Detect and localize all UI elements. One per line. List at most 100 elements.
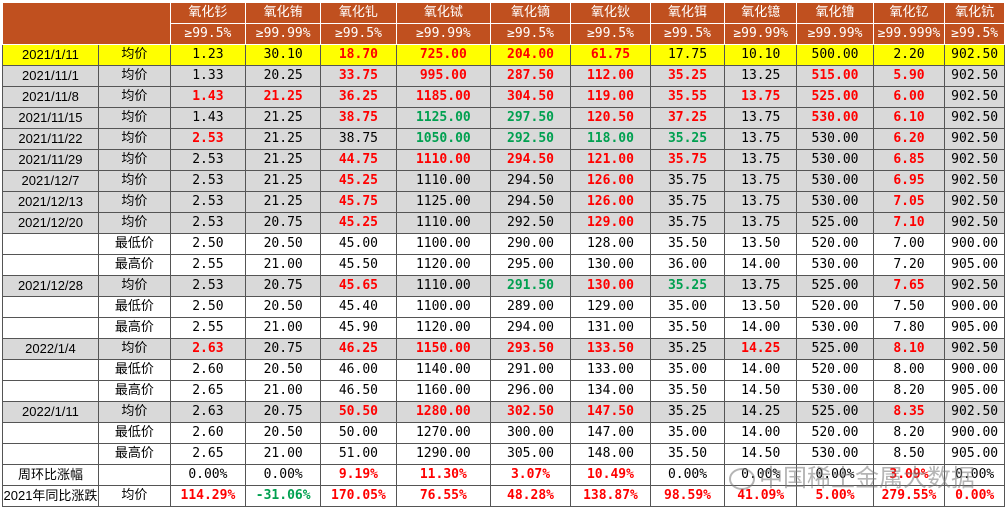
header-oxide-name: 氧化镝 bbox=[490, 2, 571, 24]
price-cell: 46.00 bbox=[320, 359, 397, 381]
price-cell: 525.00 bbox=[796, 212, 874, 234]
price-cell: 1280.00 bbox=[395, 401, 492, 423]
table-row: 最高价 2.55 21.00 45.50 1120.00 295.00 130.00 36.0… bbox=[2, 254, 1005, 276]
price-cell: 6.85 bbox=[872, 149, 946, 171]
header-oxide-name: 氧化钆 bbox=[320, 2, 397, 24]
row-label: 最高价 bbox=[97, 254, 171, 276]
price-cell: 131.00 bbox=[569, 317, 652, 339]
price-cell: 20.50 bbox=[245, 233, 322, 255]
table-row: 2021/12/13 均价 2.53 21.25 45.75 1125.00 294.50 1… bbox=[2, 191, 1005, 213]
price-cell: 279.55% bbox=[872, 485, 946, 507]
price-cell: 21.25 bbox=[245, 149, 322, 171]
row-label: 均价 bbox=[97, 212, 171, 234]
row-date: 2021/11/22 bbox=[2, 128, 99, 150]
price-cell: 10.10 bbox=[724, 44, 798, 66]
price-cell: 1.23 bbox=[169, 44, 247, 66]
price-cell: 902.50 bbox=[944, 86, 1005, 108]
price-cell: 2.53 bbox=[169, 149, 247, 171]
price-cell: 45.50 bbox=[320, 254, 397, 276]
price-cell: 121.00 bbox=[569, 149, 652, 171]
header-purity: ≥99.5% bbox=[650, 23, 726, 45]
price-cell: 20.75 bbox=[245, 275, 322, 297]
row-date: 周环比涨幅 bbox=[2, 464, 99, 486]
price-cell: 46.25 bbox=[320, 338, 397, 360]
price-cell: 289.00 bbox=[490, 296, 571, 318]
price-cell: 0.00% bbox=[944, 464, 1005, 486]
table-row: 2021/11/29 均价 2.53 21.25 44.75 1110.00 294.50 1… bbox=[2, 149, 1005, 171]
price-cell: 902.50 bbox=[944, 149, 1005, 171]
price-cell: 11.30% bbox=[395, 464, 492, 486]
price-cell: 2.60 bbox=[169, 359, 247, 381]
price-cell: 520.00 bbox=[796, 233, 874, 255]
price-cell: 900.00 bbox=[944, 422, 1005, 444]
price-cell: 37.25 bbox=[650, 107, 726, 129]
price-cell: 20.50 bbox=[245, 359, 322, 381]
row-label: 均价 bbox=[97, 170, 171, 192]
price-cell: 905.00 bbox=[944, 254, 1005, 276]
table-row: 2021/12/7 均价 2.53 21.25 45.25 1110.00 294.50 12… bbox=[2, 170, 1005, 192]
header-oxide-name: 氧化镱 bbox=[724, 2, 798, 24]
price-cell: 902.50 bbox=[944, 212, 1005, 234]
price-cell: 35.50 bbox=[650, 317, 726, 339]
price-cell: 2.20 bbox=[872, 44, 946, 66]
price-cell: 290.00 bbox=[490, 233, 571, 255]
price-cell: 0.00% bbox=[796, 464, 874, 486]
header-row-names: 氧化钐 氧化铕 氧化钆 氧化铽 氧化镝 氧化钬 氧化铒 氧化镱 氧化镥 氧化钇 氧化钪 bbox=[2, 2, 1005, 45]
row-date: 2021/1/11 bbox=[2, 44, 99, 66]
header-purity: ≥99.99% bbox=[245, 23, 322, 45]
header-purity: ≥99.5% bbox=[490, 23, 571, 45]
price-cell: 35.25 bbox=[650, 128, 726, 150]
price-cell: 2.50 bbox=[169, 233, 247, 255]
price-cell: 35.25 bbox=[650, 338, 726, 360]
price-cell: 2.65 bbox=[169, 380, 247, 402]
header-oxide-name: 氧化铕 bbox=[245, 2, 322, 24]
row-date bbox=[2, 380, 99, 402]
row-date: 2021/11/29 bbox=[2, 149, 99, 171]
price-cell: 14.50 bbox=[724, 380, 798, 402]
row-label: 均价 bbox=[97, 128, 171, 150]
price-cell: 294.50 bbox=[490, 149, 571, 171]
price-cell: 14.25 bbox=[724, 338, 798, 360]
price-cell: 902.50 bbox=[944, 65, 1005, 87]
price-cell: 76.55% bbox=[395, 485, 492, 507]
row-date: 2021/11/8 bbox=[2, 86, 99, 108]
price-cell: 2.53 bbox=[169, 212, 247, 234]
price-cell: 14.25 bbox=[724, 401, 798, 423]
table-row: 2021/11/8 均价 1.43 21.25 36.25 1185.00 304.50 11… bbox=[2, 86, 1005, 108]
header-oxide-name: 氧化钇 bbox=[872, 2, 946, 24]
price-cell: 138.87% bbox=[569, 485, 652, 507]
price-cell: 2.55 bbox=[169, 317, 247, 339]
price-cell: 2.50 bbox=[169, 296, 247, 318]
price-cell: 2.60 bbox=[169, 422, 247, 444]
price-cell: 5.00% bbox=[796, 485, 874, 507]
price-cell: 304.50 bbox=[490, 86, 571, 108]
price-cell: 1110.00 bbox=[395, 212, 492, 234]
price-cell: 905.00 bbox=[944, 317, 1005, 339]
price-cell: 148.00 bbox=[569, 443, 652, 465]
price-cell: 2.53 bbox=[169, 128, 247, 150]
price-cell: 1110.00 bbox=[395, 149, 492, 171]
row-label: 均价 bbox=[97, 107, 171, 129]
price-cell: 902.50 bbox=[944, 191, 1005, 213]
row-label: 最低价 bbox=[97, 233, 171, 255]
price-cell: 14.00 bbox=[724, 254, 798, 276]
price-cell: 13.75 bbox=[724, 212, 798, 234]
row-date: 2021/12/7 bbox=[2, 170, 99, 192]
price-cell: 902.50 bbox=[944, 44, 1005, 66]
price-cell: 45.90 bbox=[320, 317, 397, 339]
table-row: 最高价 2.55 21.00 45.90 1120.00 294.00 131.00 35.5… bbox=[2, 317, 1005, 339]
price-cell: 20.75 bbox=[245, 338, 322, 360]
table-row: 2021年同比涨跌 均价 114.29% -31.06% 170.05% 76.55% 48… bbox=[2, 485, 1005, 507]
price-cell: 13.50 bbox=[724, 296, 798, 318]
price-cell: 900.00 bbox=[944, 359, 1005, 381]
price-cell: 7.05 bbox=[872, 191, 946, 213]
price-cell: 45.25 bbox=[320, 212, 397, 234]
table-row: 周环比涨幅 0.00% 0.00% 9.19% 11.30% 3.07% 10.49% 0.0… bbox=[2, 464, 1005, 486]
price-cell: 1110.00 bbox=[395, 170, 492, 192]
row-date bbox=[2, 296, 99, 318]
price-cell: 120.50 bbox=[569, 107, 652, 129]
price-cell: 8.20 bbox=[872, 380, 946, 402]
price-cell: 902.50 bbox=[944, 338, 1005, 360]
price-cell: 45.65 bbox=[320, 275, 397, 297]
price-cell: 126.00 bbox=[569, 191, 652, 213]
